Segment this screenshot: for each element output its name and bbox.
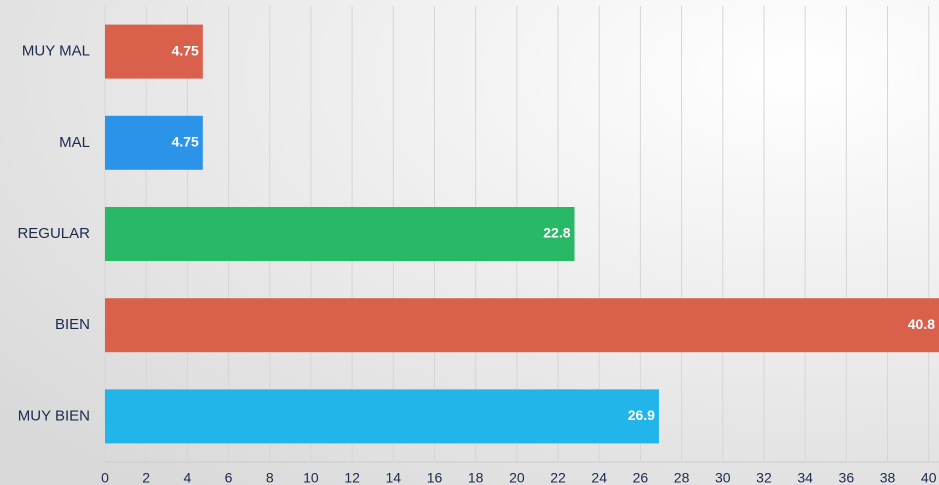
y-tick-label: MUY BIEN: [18, 407, 90, 424]
bar: [105, 115, 203, 170]
x-tick-label: 38: [880, 470, 896, 485]
bar: [105, 389, 659, 444]
x-tick-label: 12: [344, 470, 360, 485]
x-tick-label: 26: [633, 470, 649, 485]
x-tick-label: 0: [101, 470, 109, 485]
x-tick-label: 18: [468, 470, 484, 485]
x-tick-label: 8: [266, 470, 274, 485]
data-label: 22.8: [543, 225, 570, 241]
bar: [105, 298, 939, 353]
x-tick-label: 6: [225, 470, 233, 485]
x-tick-label: 20: [509, 470, 525, 485]
x-tick-label: 10: [303, 470, 319, 485]
x-tick-label: 40: [921, 470, 937, 485]
y-tick-label: REGULAR: [17, 225, 90, 242]
data-label: 40.8: [908, 316, 935, 332]
bar: [105, 24, 203, 79]
y-tick-label: MUY MAL: [22, 43, 90, 60]
x-tick-label: 34: [797, 470, 813, 485]
data-label: 4.75: [172, 134, 199, 150]
x-tick-label: 28: [674, 470, 690, 485]
x-tick-label: 4: [183, 470, 191, 485]
x-tick-label: 22: [550, 470, 566, 485]
x-tick-label: 16: [427, 470, 443, 485]
bar: [105, 207, 575, 261]
data-label: 4.75: [172, 42, 199, 58]
y-tick-label: MAL: [59, 134, 90, 151]
data-label: 26.9: [628, 407, 655, 423]
x-tick-label: 32: [756, 470, 772, 485]
x-tick-label: 30: [715, 470, 731, 485]
y-tick-label: BIEN: [55, 316, 90, 333]
x-tick-label: 14: [386, 470, 402, 485]
x-tick-label: 36: [839, 470, 855, 485]
x-tick-label: 2: [142, 470, 150, 485]
x-tick-label: 24: [591, 470, 607, 485]
